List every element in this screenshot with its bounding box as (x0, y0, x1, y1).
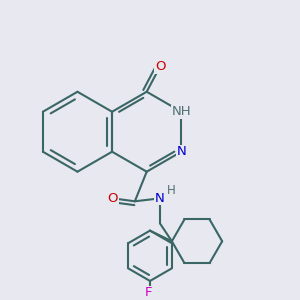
Text: O: O (155, 60, 165, 73)
Text: F: F (145, 286, 152, 299)
Text: NH: NH (172, 105, 191, 118)
Text: O: O (107, 192, 118, 205)
Text: N: N (176, 145, 186, 158)
Text: H: H (167, 184, 176, 197)
Text: N: N (155, 192, 165, 205)
